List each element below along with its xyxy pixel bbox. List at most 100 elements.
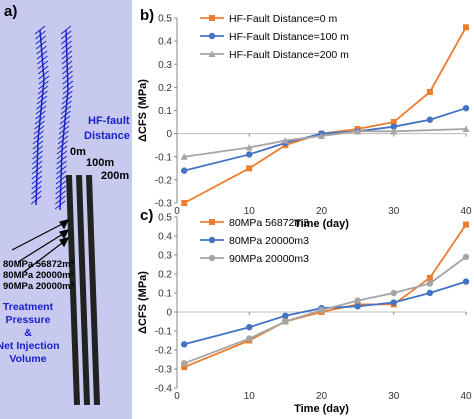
- series-line: [183, 256, 467, 365]
- fault-hatch-mark: [37, 65, 49, 75]
- data-point: [390, 127, 398, 135]
- data-point: [318, 306, 325, 314]
- data-point: [245, 144, 253, 151]
- data-point: [318, 132, 325, 139]
- fault-hatch-mark: [35, 30, 46, 40]
- data-point: [354, 297, 361, 304]
- data-point: [282, 318, 289, 325]
- fault-hatch-mark: [35, 35, 47, 45]
- series-3: [180, 125, 470, 160]
- fault-hatch-mark: [36, 95, 48, 105]
- fault-hatch-mark: [38, 75, 50, 85]
- fault-hatch-mark: [60, 30, 72, 40]
- series-line: [183, 26, 467, 204]
- case-label-2: 80MPa 20000m³: [3, 270, 74, 281]
- fault-hatch-mark: [32, 145, 44, 155]
- x-tick-label: 20: [316, 391, 328, 402]
- legend-label: HF-Fault Distance=200 m: [229, 49, 349, 61]
- y-tick-label: 0.2: [158, 83, 172, 94]
- fault-hatch-mark: [58, 125, 70, 135]
- fault-hatch-mark: [34, 115, 46, 125]
- legend-label: 90MPa 20000m3: [229, 253, 309, 265]
- fault-hatch-mark: [37, 60, 49, 70]
- data-point: [246, 335, 253, 342]
- fault-hatch-mark: [57, 140, 68, 150]
- fault-hatch-mark: [31, 175, 43, 185]
- fault-hatch-mark: [61, 35, 72, 45]
- fault-hatch-mark: [55, 180, 67, 190]
- natural-fault-hatching: [30, 25, 74, 211]
- distance-label-200m: 200m: [101, 170, 129, 182]
- caption-line-1: Treatment: [3, 301, 54, 313]
- fault-hatch-mark: [55, 190, 66, 200]
- well-0m: [65, 174, 81, 406]
- data-point: [462, 253, 470, 261]
- x-axis-label: Time (day): [294, 218, 349, 230]
- data-point: [181, 200, 188, 206]
- y-tick-label: 0.2: [158, 270, 172, 281]
- y-tick-label: -0.4: [155, 384, 173, 395]
- x-tick-label: 40: [460, 391, 472, 402]
- series-line: [183, 224, 467, 368]
- y-tick-label: -0.1: [155, 327, 173, 338]
- data-point: [181, 360, 188, 367]
- case-label-3: 90MPa 20000m³: [3, 281, 74, 292]
- fault-hatch-mark: [60, 25, 72, 35]
- fault-hatch-mark: [32, 150, 43, 160]
- caption-line-4: Net Injection: [0, 340, 60, 352]
- fault-hatch-mark: [59, 120, 70, 130]
- fault-hatch-mark: [31, 180, 42, 190]
- legend-swatch-marker: [209, 15, 215, 21]
- fault-hatch-mark: [37, 55, 48, 65]
- fault-hatch-mark: [61, 100, 72, 110]
- data-point: [426, 89, 433, 95]
- x-tick-label: 0: [174, 206, 180, 217]
- fault-hatch-mark: [32, 140, 44, 150]
- data-point: [246, 151, 253, 158]
- y-tick-label: 0.3: [158, 251, 172, 262]
- fault-hatch-mark: [34, 120, 45, 130]
- x-tick-label: 0: [174, 391, 180, 402]
- distance-label-100m: 100m: [86, 157, 114, 169]
- y-axis-label: ΔCFS (MPa): [137, 79, 149, 142]
- fault-hatch-mark: [31, 185, 42, 195]
- fault-hatch-mark: [62, 80, 74, 90]
- data-point: [282, 312, 289, 319]
- chart-b: b)-0.3-0.2-0.100.10.20.30.40.50 10 20 30 40T…: [137, 7, 472, 230]
- legend-swatch-marker: [208, 32, 216, 40]
- y-tick-label: -0.2: [155, 175, 173, 186]
- fault-hatch-mark: [34, 25, 46, 35]
- case-arrows: [11, 219, 70, 273]
- x-tick-label: 30: [388, 206, 400, 217]
- fault-hatch-mark: [36, 45, 47, 55]
- data-point: [426, 116, 434, 123]
- fault-hatch-mark: [62, 65, 73, 75]
- fault-hatch-mark: [35, 105, 47, 115]
- x-tick-label: 40: [460, 206, 472, 217]
- fault-hatch-mark: [62, 90, 73, 100]
- y-tick-label: 0.3: [158, 60, 172, 71]
- case-label-1: 80MPa 56872m³: [3, 259, 74, 270]
- data-point: [390, 119, 397, 126]
- fault-hatch-mark: [61, 40, 72, 50]
- y-tick-label: 0: [166, 129, 172, 140]
- fault-hatch-mark: [62, 85, 74, 95]
- fault-hatch-mark: [38, 70, 49, 80]
- hf-fault-label-line1: HF-fault: [88, 115, 130, 127]
- panel-label: b): [140, 7, 154, 24]
- fault-hatch-mark: [35, 110, 46, 120]
- fault-hatch-mark: [36, 100, 47, 110]
- panel-a-schematic: a) HF-fault Distance 0m 100m 200m 80MPa …: [0, 0, 132, 419]
- legend-swatch-marker: [209, 219, 215, 225]
- y-axis-label: ΔCFS (MPa): [137, 271, 149, 334]
- data-point: [354, 127, 362, 135]
- fault-hatch-mark: [56, 145, 68, 155]
- data-point: [181, 341, 188, 348]
- fault-hatch-mark: [35, 40, 47, 50]
- data-point: [181, 167, 188, 174]
- legend-label: HF-Fault Distance=0 m: [229, 13, 337, 25]
- caption-line-3: &: [24, 327, 32, 339]
- hf-wells: [65, 174, 101, 406]
- data-point: [463, 221, 469, 228]
